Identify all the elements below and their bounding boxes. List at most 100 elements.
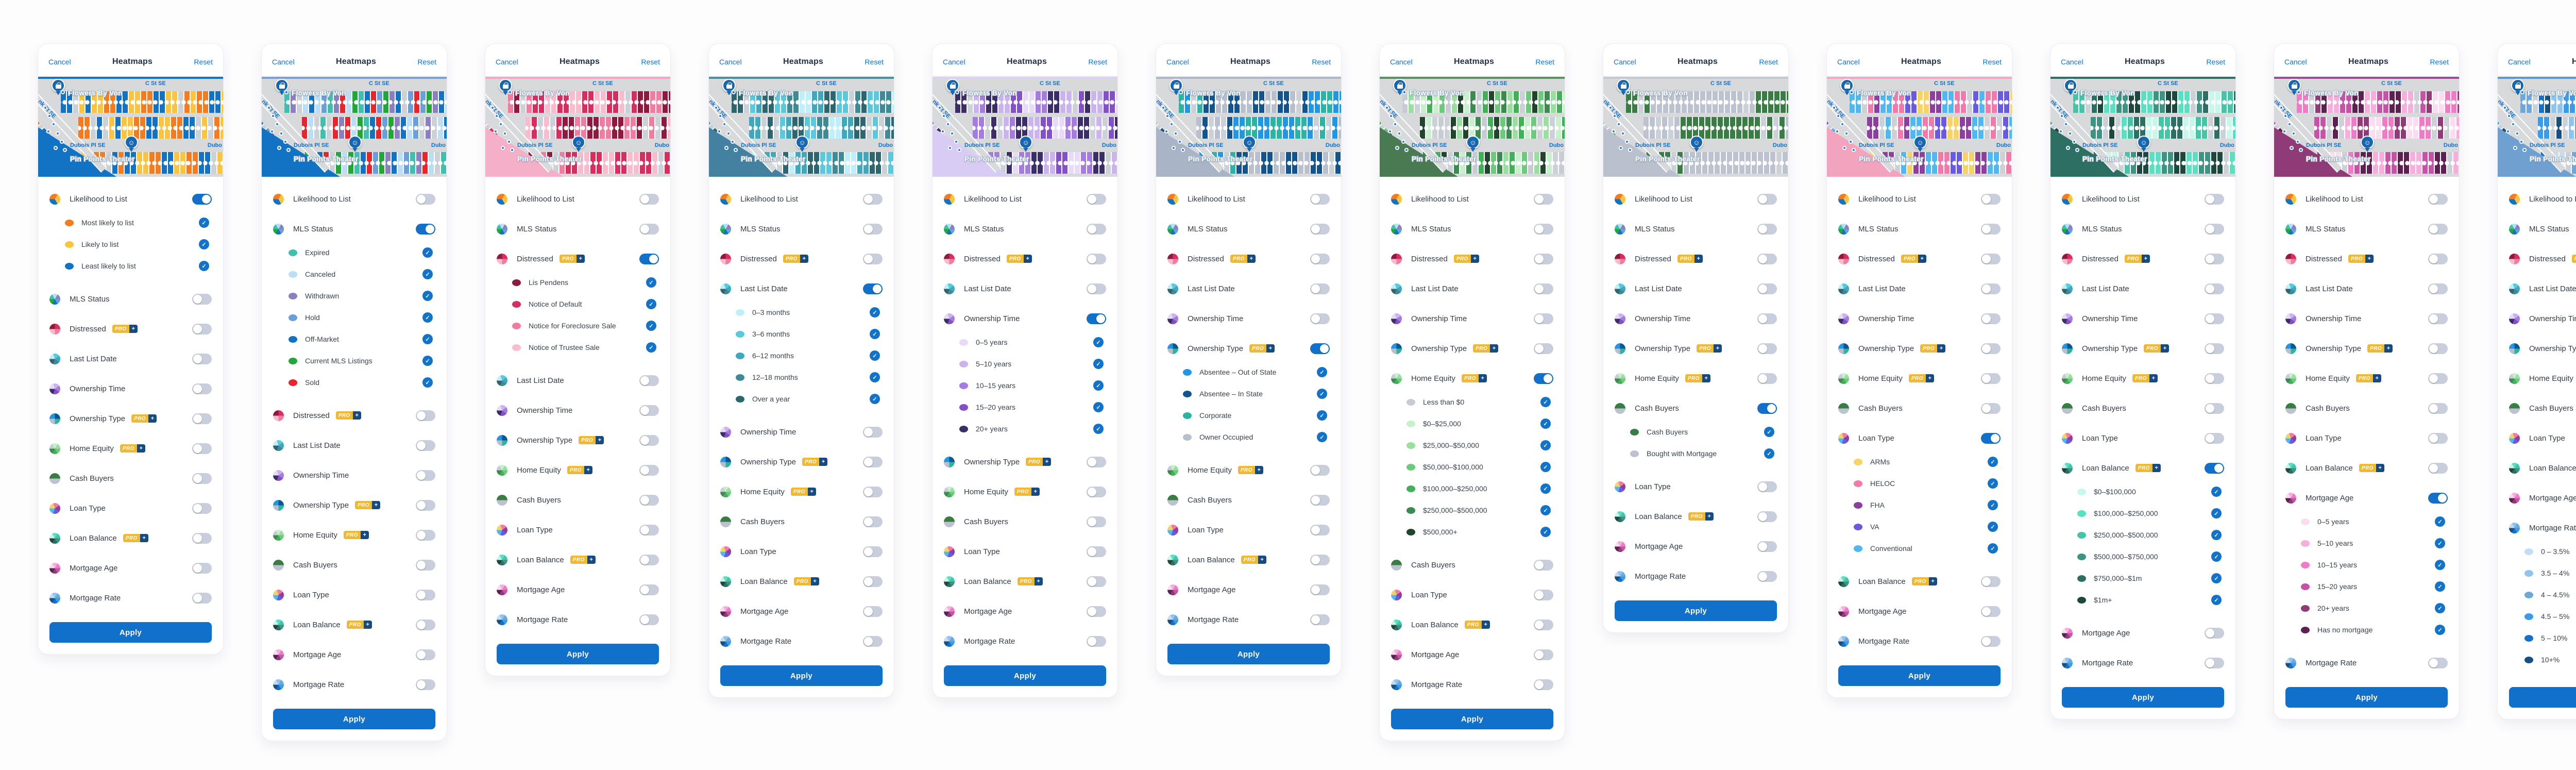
reset-button[interactable]: Reset — [641, 58, 660, 66]
theater-pin[interactable]: ☺ — [1913, 136, 1927, 152]
mortgage-age-toggle[interactable] — [2428, 492, 2448, 504]
last-list-date-toggle[interactable] — [1757, 283, 1777, 294]
cash-buyers-toggle[interactable] — [2428, 403, 2448, 414]
option-checkbox[interactable]: ✓ — [2435, 538, 2445, 548]
option-checkbox[interactable]: ✓ — [1988, 522, 1998, 532]
option-checkbox[interactable]: ✓ — [870, 394, 880, 404]
loan-balance-toggle[interactable] — [1757, 511, 1777, 522]
option-checkbox[interactable]: ✓ — [422, 247, 433, 258]
flower-shop-pin[interactable] — [2511, 79, 2524, 95]
flower-shop-pin[interactable] — [275, 79, 289, 95]
option-checkbox[interactable]: ✓ — [199, 239, 209, 249]
option-checkbox[interactable]: ✓ — [2211, 508, 2222, 518]
option-checkbox[interactable]: ✓ — [2211, 487, 2222, 497]
ownership-time-toggle[interactable] — [1757, 313, 1777, 324]
theater-pin[interactable]: ☺ — [2137, 136, 2150, 152]
option-checkbox[interactable]: ✓ — [1540, 462, 1551, 472]
loan-balance-toggle[interactable] — [1534, 619, 1553, 630]
theater-pin[interactable]: ☺ — [572, 136, 585, 152]
option-checkbox[interactable]: ✓ — [646, 342, 656, 353]
loan-balance-toggle[interactable] — [416, 619, 435, 630]
loan-type-toggle[interactable] — [416, 589, 435, 600]
option-checkbox[interactable]: ✓ — [1540, 419, 1551, 429]
likelihood-to-list-toggle[interactable] — [1981, 193, 2001, 205]
mortgage-rate-toggle[interactable] — [2205, 657, 2224, 668]
loan-type-toggle[interactable] — [639, 524, 659, 535]
option-checkbox[interactable]: ✓ — [1317, 389, 1327, 399]
mls-status-toggle[interactable] — [639, 223, 659, 235]
mortgage-age-toggle[interactable] — [1981, 606, 2001, 617]
flower-shop-pin[interactable] — [2064, 79, 2077, 95]
reset-button[interactable]: Reset — [1088, 58, 1107, 66]
cash-buyers-toggle[interactable] — [2205, 403, 2224, 414]
mortgage-rate-toggle[interactable] — [2428, 657, 2448, 668]
cash-buyers-toggle[interactable] — [192, 473, 212, 484]
likelihood-to-list-toggle[interactable] — [1534, 193, 1553, 205]
loan-balance-toggle[interactable] — [2428, 462, 2448, 474]
cash-buyers-toggle[interactable] — [639, 494, 659, 506]
likelihood-to-list-toggle[interactable] — [1087, 193, 1106, 205]
mls-status-toggle[interactable] — [2428, 223, 2448, 235]
cancel-button[interactable]: Cancel — [2284, 58, 2307, 66]
cancel-button[interactable]: Cancel — [2061, 58, 2083, 66]
loan-type-toggle[interactable] — [1087, 546, 1106, 557]
mortgage-rate-toggle[interactable] — [639, 614, 659, 625]
mortgage-rate-toggle[interactable] — [1757, 571, 1777, 582]
reset-button[interactable]: Reset — [2430, 58, 2449, 66]
option-checkbox[interactable]: ✓ — [870, 307, 880, 317]
apply-button[interactable]: Apply — [944, 665, 1106, 686]
ownership-type-toggle[interactable] — [1757, 343, 1777, 354]
mls-status-toggle[interactable] — [1981, 223, 2001, 235]
option-checkbox[interactable]: ✓ — [2435, 581, 2445, 592]
home-equity-toggle[interactable] — [1757, 373, 1777, 384]
theater-pin[interactable]: ☺ — [1690, 136, 1703, 152]
option-checkbox[interactable]: ✓ — [646, 277, 656, 288]
flower-shop-pin[interactable] — [52, 79, 65, 95]
flower-shop-pin[interactable] — [1170, 79, 1183, 95]
flower-shop-pin[interactable] — [1617, 79, 1630, 95]
theater-pin[interactable]: ☺ — [1243, 136, 1256, 152]
option-checkbox[interactable]: ✓ — [1988, 457, 1998, 467]
ownership-time-toggle[interactable] — [1981, 313, 2001, 324]
option-checkbox[interactable]: ✓ — [2211, 595, 2222, 605]
distressed-toggle[interactable] — [863, 253, 883, 264]
flower-shop-pin[interactable] — [499, 79, 512, 95]
last-list-date-toggle[interactable] — [1087, 283, 1106, 294]
ownership-type-toggle[interactable] — [639, 434, 659, 446]
option-checkbox[interactable]: ✓ — [1988, 478, 1998, 489]
cancel-button[interactable]: Cancel — [48, 58, 71, 66]
flower-shop-pin[interactable] — [722, 79, 736, 95]
ownership-time-toggle[interactable] — [2205, 313, 2224, 324]
likelihood-to-list-toggle[interactable] — [2428, 193, 2448, 205]
option-checkbox[interactable]: ✓ — [1317, 410, 1327, 421]
mortgage-age-toggle[interactable] — [1757, 541, 1777, 552]
mortgage-rate-toggle[interactable] — [1087, 635, 1106, 647]
option-checkbox[interactable]: ✓ — [1093, 337, 1104, 347]
reset-button[interactable]: Reset — [1759, 58, 1778, 66]
likelihood-to-list-toggle[interactable] — [2205, 193, 2224, 205]
cash-buyers-toggle[interactable] — [1534, 559, 1553, 571]
flower-shop-pin[interactable] — [1840, 79, 1854, 95]
apply-button[interactable]: Apply — [2285, 687, 2448, 708]
apply-button[interactable]: Apply — [1838, 665, 2001, 686]
option-checkbox[interactable]: ✓ — [1540, 397, 1551, 407]
option-checkbox[interactable]: ✓ — [1093, 402, 1104, 412]
distressed-toggle[interactable] — [639, 253, 659, 264]
ownership-type-toggle[interactable] — [192, 413, 212, 424]
ownership-time-toggle[interactable] — [192, 383, 212, 394]
mortgage-age-toggle[interactable] — [1310, 584, 1330, 595]
reset-button[interactable]: Reset — [1535, 58, 1554, 66]
mortgage-rate-toggle[interactable] — [1310, 614, 1330, 625]
ownership-type-toggle[interactable] — [416, 499, 435, 511]
option-checkbox[interactable]: ✓ — [422, 312, 433, 323]
likelihood-to-list-toggle[interactable] — [1757, 193, 1777, 205]
option-checkbox[interactable]: ✓ — [2435, 560, 2445, 570]
ownership-type-toggle[interactable] — [1087, 456, 1106, 467]
flower-shop-pin[interactable] — [946, 79, 959, 95]
option-checkbox[interactable]: ✓ — [646, 321, 656, 331]
loan-balance-toggle[interactable] — [192, 532, 212, 544]
option-checkbox[interactable]: ✓ — [870, 372, 880, 382]
home-equity-toggle[interactable] — [1087, 486, 1106, 497]
home-equity-toggle[interactable] — [639, 464, 659, 476]
home-equity-toggle[interactable] — [1534, 373, 1553, 384]
